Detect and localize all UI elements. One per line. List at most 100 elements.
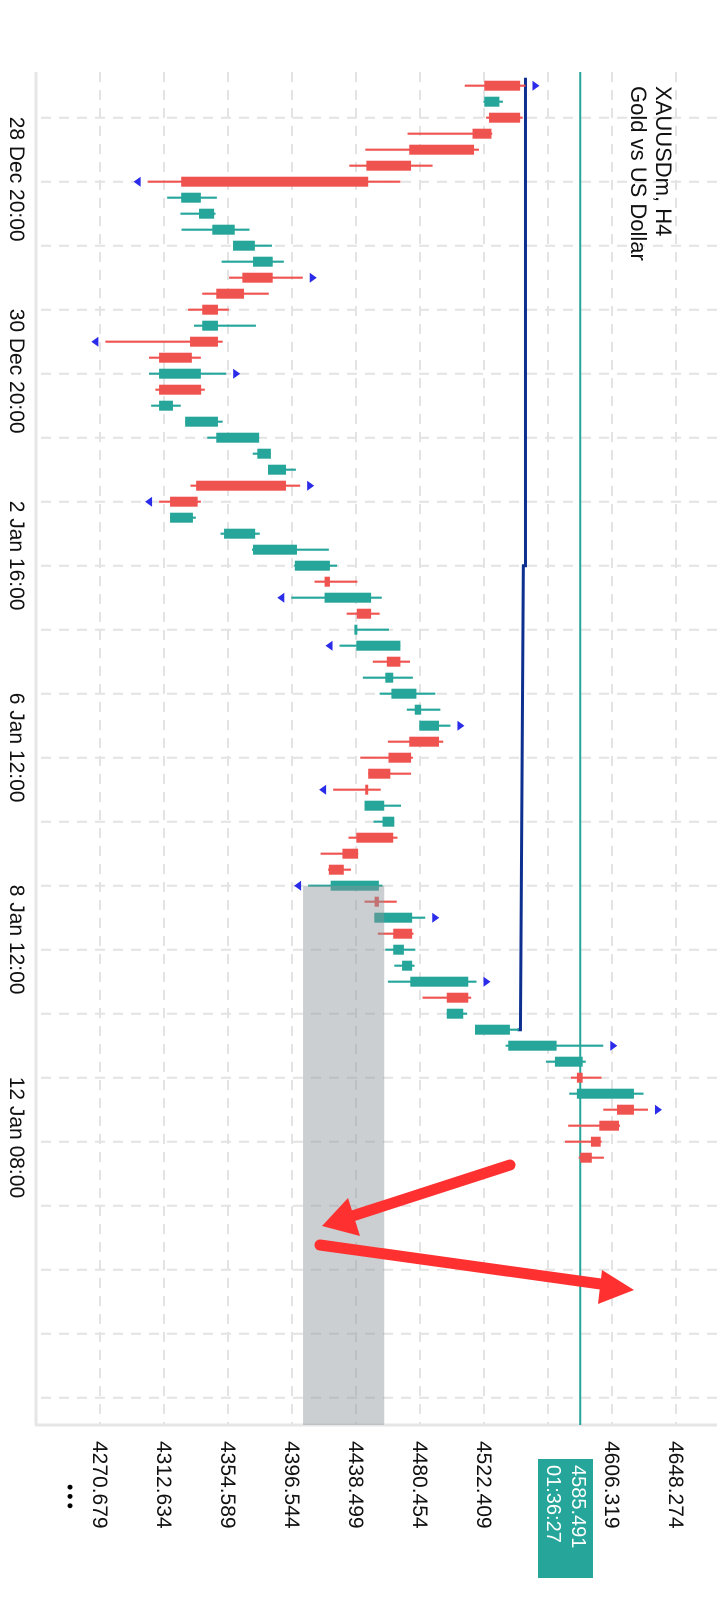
bear-candle-body[interactable] <box>159 352 192 363</box>
bear-candle-body[interactable] <box>190 336 218 347</box>
bear-candle-body[interactable] <box>599 1120 619 1131</box>
bull-candle-body[interactable] <box>410 976 469 987</box>
bull-candle-body[interactable] <box>253 544 297 555</box>
bull-candle-body[interactable] <box>212 224 235 235</box>
bull-candle-body[interactable] <box>185 416 218 427</box>
price-axis-label: 4270.679 <box>88 1441 111 1529</box>
fractal-up-arrow-icon <box>432 912 440 923</box>
bear-candle-body[interactable] <box>159 384 202 395</box>
current-price-tag: 4585.491 01:36:27 <box>538 1459 593 1578</box>
more-options-icon[interactable]: ••• <box>60 1484 80 1512</box>
fractal-up-arrow-icon <box>532 80 540 91</box>
fractal-up-arrow-icon <box>610 1040 618 1051</box>
bear-candle-body[interactable] <box>366 160 412 171</box>
bull-candle-body[interactable] <box>181 192 201 203</box>
bull-candle-body[interactable] <box>253 256 273 267</box>
bull-candle-body[interactable] <box>267 464 286 475</box>
rectangle-zone[interactable] <box>303 885 385 1425</box>
bear-candle-body[interactable] <box>242 272 273 283</box>
bear-candle-body[interactable] <box>328 864 344 875</box>
bear-candle-body[interactable] <box>388 752 412 763</box>
bull-candle-body[interactable] <box>474 1024 510 1035</box>
time-axis-label: 6 Jan 12:00 <box>5 693 28 803</box>
annotation-arrowhead-icon <box>322 1198 360 1236</box>
bull-candle-body[interactable] <box>393 944 404 955</box>
fractal-up-arrow-icon <box>457 720 465 731</box>
level-line <box>517 77 527 1032</box>
bull-candle-body[interactable] <box>382 816 395 827</box>
bear-candle-body[interactable] <box>374 896 379 907</box>
price-axis-label: 4354.589 <box>216 1441 239 1529</box>
bull-candle-body[interactable] <box>446 1008 464 1019</box>
bear-candle-body[interactable] <box>617 1104 634 1115</box>
bull-candle-body[interactable] <box>159 368 201 379</box>
fractal-down-arrow-icon <box>133 176 141 187</box>
time-axis-label: 30 Dec 20:00 <box>5 309 28 434</box>
bull-candle-body[interactable] <box>419 720 439 731</box>
bear-candle-body[interactable] <box>356 832 394 843</box>
annotation-arrow-line[interactable] <box>334 1159 516 1226</box>
bull-candle-body[interactable] <box>257 448 271 459</box>
bear-candle-body[interactable] <box>356 608 372 619</box>
bull-candle-body[interactable] <box>508 1040 557 1051</box>
fractal-up-arrow-icon <box>307 480 315 491</box>
annotation-arrowhead-icon <box>598 1270 634 1304</box>
bear-candle-body[interactable] <box>590 1136 601 1147</box>
fractal-up-arrow-icon <box>483 976 491 987</box>
bear-candle-body[interactable] <box>365 784 369 795</box>
bear-candle-body[interactable] <box>324 576 330 587</box>
fractal-down-arrow-icon <box>277 592 285 603</box>
symbol-timeframe: XAUUSDm, H4 <box>651 86 676 237</box>
bear-candle-body[interactable] <box>216 288 245 299</box>
bear-candle-body[interactable] <box>342 848 359 859</box>
bull-candle-body[interactable] <box>484 96 500 107</box>
bull-candle-body[interactable] <box>233 240 255 251</box>
fractal-up-arrow-icon <box>309 272 317 283</box>
annotation-arrow-line[interactable] <box>314 1239 621 1292</box>
bull-candle-body[interactable] <box>385 672 394 683</box>
bear-candle-body[interactable] <box>181 176 369 187</box>
bear-candle-body[interactable] <box>409 736 439 747</box>
bull-candle-body[interactable] <box>224 528 256 539</box>
bull-candle-body[interactable] <box>414 704 422 715</box>
bear-candle-body[interactable] <box>386 656 401 667</box>
price-axis-label: 4480.454 <box>408 1441 431 1529</box>
bull-candle-body[interactable] <box>324 592 372 603</box>
bear-candle-body[interactable] <box>446 992 469 1003</box>
bull-candle-body[interactable] <box>294 560 330 571</box>
bull-candle-body[interactable] <box>330 880 379 891</box>
bull-candle-body[interactable] <box>159 400 173 411</box>
bear-candle-body[interactable] <box>484 80 521 91</box>
bull-candle-body[interactable] <box>364 800 385 811</box>
price-axis-label: 4606.319 <box>600 1441 623 1529</box>
time-axis-label: 2 Jan 16:00 <box>5 501 28 611</box>
bear-candle-body[interactable] <box>393 928 413 939</box>
bear-candle-body[interactable] <box>368 768 391 779</box>
price-axis-label: 4396.544 <box>280 1441 303 1529</box>
bull-candle-body[interactable] <box>199 208 215 219</box>
bear-candle-body[interactable] <box>472 128 492 139</box>
bull-candle-body[interactable] <box>202 320 218 331</box>
bull-candle-body[interactable] <box>374 912 413 923</box>
bear-candle-body[interactable] <box>409 144 475 155</box>
bull-candle-body[interactable] <box>216 432 260 443</box>
bear-candle-body[interactable] <box>170 496 198 507</box>
bull-candle-body[interactable] <box>402 960 413 971</box>
bear-candle-body[interactable] <box>489 112 521 123</box>
bull-candle-body[interactable] <box>170 512 193 523</box>
bear-candle-body[interactable] <box>202 304 218 315</box>
bear-candle-body[interactable] <box>580 1152 592 1163</box>
fractal-down-arrow-icon <box>294 880 302 891</box>
bull-candle-body[interactable] <box>554 1056 583 1067</box>
bull-candle-body[interactable] <box>354 624 358 635</box>
bull-candle-body[interactable] <box>391 688 417 699</box>
bear-candle-body[interactable] <box>576 1072 583 1083</box>
bull-candle-body[interactable] <box>576 1088 634 1099</box>
fractal-up-arrow-icon <box>654 1104 662 1115</box>
symbol-description: Gold vs US Dollar <box>626 86 651 261</box>
bull-candle-body[interactable] <box>356 640 401 651</box>
price-axis-label: 4522.409 <box>472 1441 495 1529</box>
bear-candle-body[interactable] <box>196 480 286 491</box>
